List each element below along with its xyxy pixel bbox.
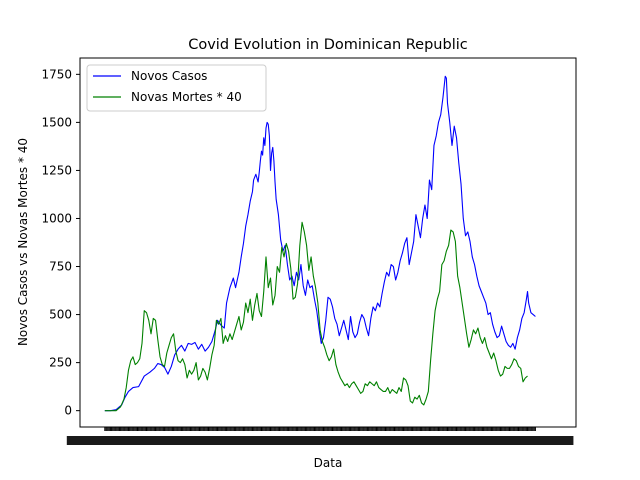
y-tick-label: 0 [64, 404, 72, 418]
x-axis-label: Data [314, 456, 343, 470]
legend-label-novas-mortes: Novas Mortes * 40 [131, 90, 242, 104]
y-tick-label: 500 [49, 308, 72, 322]
y-tick-label: 1500 [41, 115, 72, 129]
series-layer [104, 75, 536, 412]
y-axis-label: Novos Casos vs Novas Mortes * 40 [16, 138, 30, 346]
legend: Novos Casos Novas Mortes * 40 [86, 64, 267, 112]
y-tick-label: 250 [49, 356, 72, 370]
chart-title: Covid Evolution in Dominican Republic [188, 37, 468, 53]
series-line-novos-casos [104, 75, 536, 412]
y-tick-label: 750 [49, 260, 72, 274]
series-line-novas-mortes [104, 221, 528, 412]
y-tick-label: 1000 [41, 211, 72, 225]
legend-box [86, 64, 267, 112]
x-axis [66, 427, 574, 445]
x-tick-labels-overlap [66, 436, 574, 445]
y-tick-label: 1250 [41, 163, 72, 177]
y-axis: 0 250 500 750 1000 1250 1500 1750 [41, 67, 80, 418]
legend-label-novos-casos: Novos Casos [131, 69, 207, 83]
y-tick-label: 1750 [41, 67, 72, 81]
